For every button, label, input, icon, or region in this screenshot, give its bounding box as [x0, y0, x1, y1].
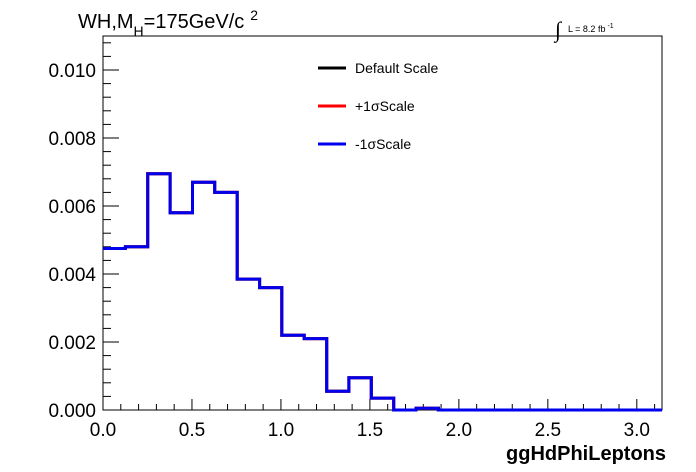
y-tick-label: 0.008	[48, 129, 96, 150]
luminosity-label: ∫ L = 8.2 fb -1	[553, 17, 614, 43]
legend: Default Scale +1σScale -1σScale	[318, 60, 438, 152]
legend-label: -1σScale	[355, 136, 411, 152]
title-main: WH,M	[78, 11, 134, 33]
legend-label: +1σScale	[355, 98, 415, 114]
x-tick-label: 3.0	[624, 420, 650, 441]
x-axis-label: ggHdPhiLeptons	[506, 443, 666, 465]
x-tick-label: 1.5	[357, 420, 383, 441]
series-group	[103, 172, 662, 412]
y-tick-label: 0.006	[48, 197, 96, 218]
svg-text:L = 8.2 fb-1: L = 8.2 fb -1	[568, 23, 614, 34]
integral-icon: ∫	[553, 17, 563, 43]
y-tick-label: 0.004	[48, 265, 96, 286]
x-tick-label: 2.5	[535, 420, 561, 441]
title-rest: =175GeV/c	[144, 11, 245, 33]
x-tick-label: 1.0	[268, 420, 294, 441]
x-tick-label: 2.0	[446, 420, 472, 441]
axes: 0.0 0.5 1.0 1.5 2.0 2.5 3.0 0.000 0.002 0.004 0.00…	[48, 42, 656, 441]
chart-title: WH,MH=175GeV/c 2	[78, 7, 258, 39]
lumi-superscript: -1	[607, 23, 613, 30]
series-line	[103, 172, 662, 412]
title-subscript: H	[134, 23, 144, 39]
y-tick-label: 0.000	[48, 401, 96, 422]
legend-label: Default Scale	[355, 60, 438, 76]
x-tick-label: 0.5	[179, 420, 205, 441]
title-superscript: 2	[250, 7, 258, 23]
lumi-text: L = 8.2 fb	[568, 24, 605, 34]
y-tick-label: 0.010	[48, 61, 96, 82]
plot-frame	[102, 35, 663, 411]
y-tick-label: 0.002	[48, 333, 96, 354]
x-tick-label: 0.0	[90, 420, 116, 441]
